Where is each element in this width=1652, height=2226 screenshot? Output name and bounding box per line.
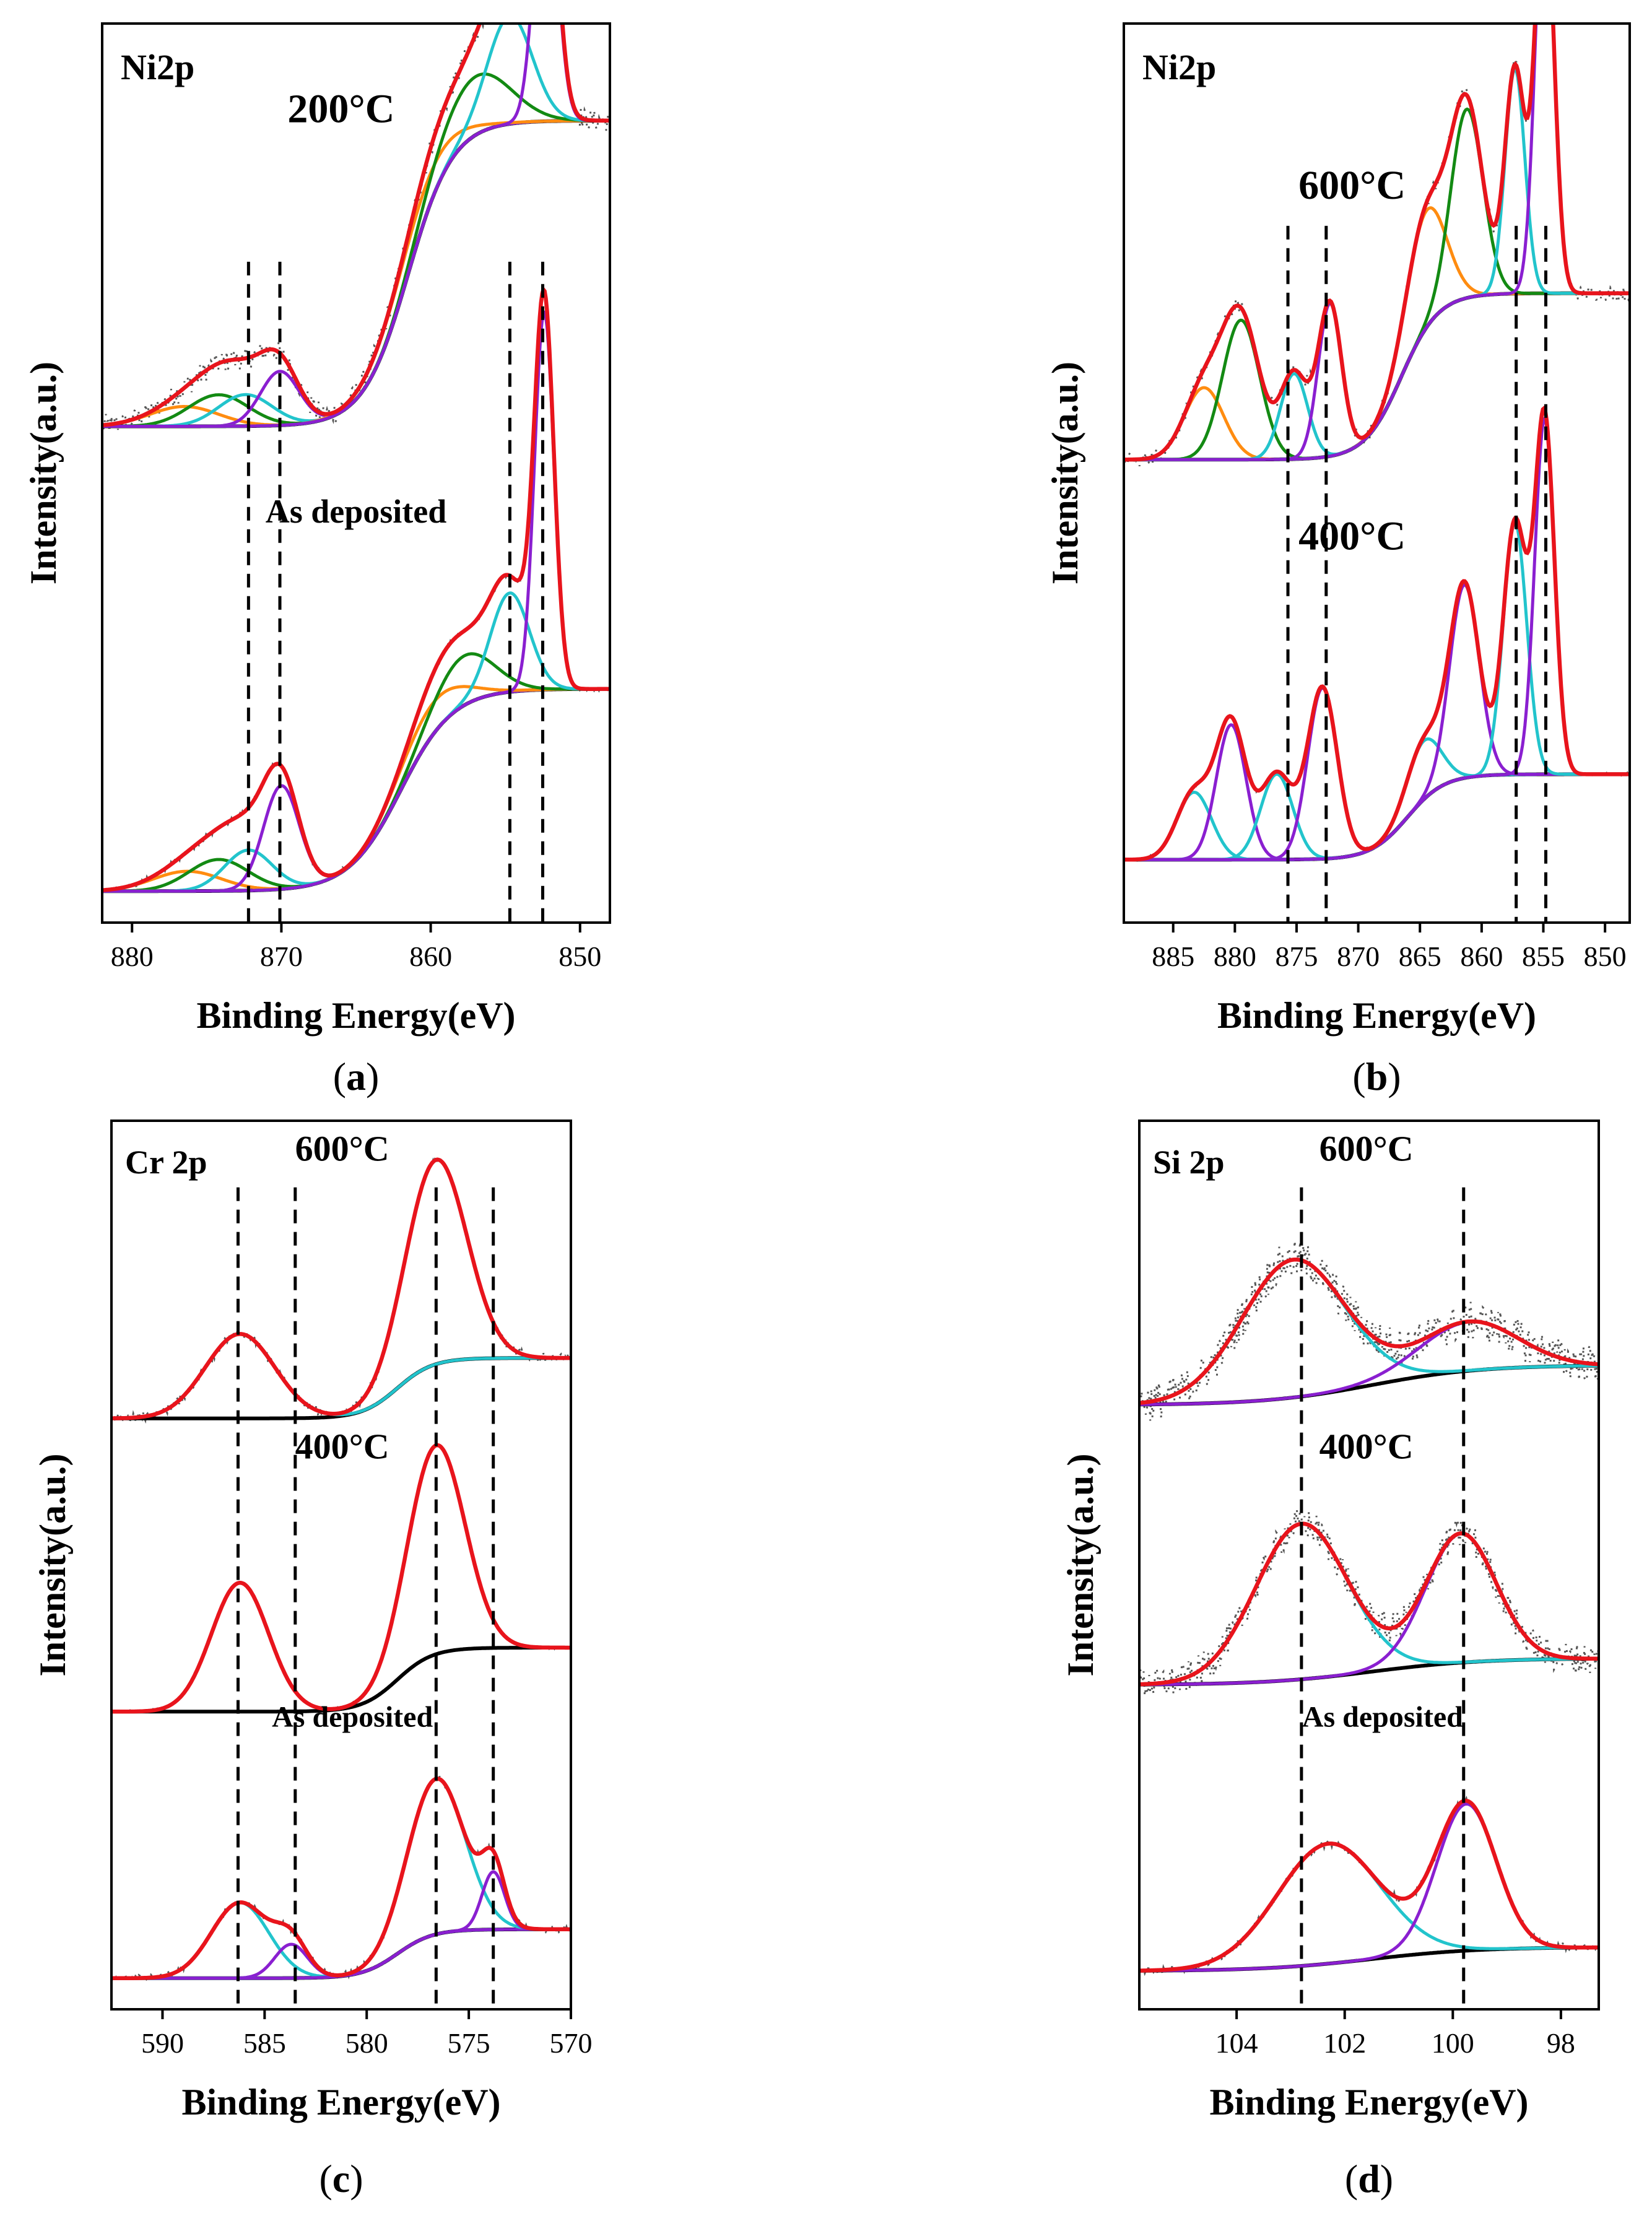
annotation-b-1: 400°C xyxy=(1298,513,1406,559)
x-axis-label-c: Binding Energy(eV) xyxy=(181,2082,500,2123)
envelope-d-2 xyxy=(1139,1798,1599,1973)
x-tick-label-a-2: 860 xyxy=(409,941,452,972)
panel-c: 590 585 580 575 570 Cr 2p 600°C 400°C As deposit… xyxy=(32,1120,593,2201)
panel-title-d: Si 2p xyxy=(1153,1144,1225,1181)
annotation-c-0: 600°C xyxy=(295,1129,389,1169)
axes-frame-d xyxy=(1138,1120,1600,2011)
x-tick-label-b-5: 860 xyxy=(1460,941,1503,972)
x-tick-label-b-7: 850 xyxy=(1584,941,1627,972)
series-a-1 xyxy=(102,285,610,894)
x-axis-label-b: Binding Energy(eV) xyxy=(1217,995,1536,1036)
annotation-d-0: 600°C xyxy=(1319,1129,1414,1169)
panel-d: 104 102 100 98 Si 2p 600°C 400°C As deposited Bi… xyxy=(1060,1120,1600,2201)
panel-label-a: (a) xyxy=(333,1054,380,1098)
panel-label-b: (b) xyxy=(1352,1054,1401,1098)
envelope-c-2 xyxy=(111,1776,571,1981)
component-a-0-7 xyxy=(102,24,610,428)
panel-b: 885 880 875 870 865 860 855 850 Ni2p 600°C 400°C Bi… xyxy=(1045,22,1631,1098)
x-tick-label-a-3: 850 xyxy=(559,941,601,972)
series-a-0 xyxy=(102,24,610,432)
panel-title-a: Ni2p xyxy=(121,47,194,87)
axes-frame-a xyxy=(101,22,611,924)
x-tick-label-c-3: 575 xyxy=(448,2027,490,2059)
panel-a: 880 870 860 850 Ni2p 200°C As deposited Binding… xyxy=(23,22,611,1098)
series-b-0 xyxy=(1124,24,1630,467)
envelope-b-0 xyxy=(1124,24,1630,462)
x-tick-label-d-0: 104 xyxy=(1215,2027,1258,2059)
plot-area-c xyxy=(111,1155,571,2009)
x-axis-label-d: Binding Energy(eV) xyxy=(1209,2082,1528,2123)
x-tick-label-c-4: 570 xyxy=(550,2027,593,2059)
envelope-a-1 xyxy=(102,285,610,892)
plot-area-a xyxy=(102,24,610,923)
x-tick-label-b-1: 880 xyxy=(1214,941,1256,972)
panel-title-c: Cr 2p xyxy=(125,1144,207,1181)
x-tick-label-a-1: 870 xyxy=(260,941,303,972)
x-tick-label-d-1: 102 xyxy=(1323,2027,1366,2059)
x-tick-label-d-2: 100 xyxy=(1432,2027,1474,2059)
annotation-c-2: As deposited xyxy=(272,1701,433,1734)
raw-data-d-1 xyxy=(1139,1509,1599,1697)
x-tick-label-b-4: 865 xyxy=(1399,941,1441,972)
panel-title-b: Ni2p xyxy=(1142,47,1216,87)
x-tick-label-b-2: 875 xyxy=(1275,941,1318,972)
annotation-a-0: 200°C xyxy=(287,87,394,132)
x-tick-label-a-0: 880 xyxy=(111,941,154,972)
x-tick-label-c-0: 590 xyxy=(141,2027,184,2059)
annotation-c-1: 400°C xyxy=(295,1426,389,1466)
axes-frame-c xyxy=(110,1120,572,2011)
annotation-a-1: As deposited xyxy=(266,493,447,530)
plot-area-b xyxy=(1124,24,1630,923)
envelope-d-1 xyxy=(1139,1521,1599,1687)
panel-label-c: (c) xyxy=(319,2157,363,2201)
x-tick-label-d-3: 98 xyxy=(1547,2027,1575,2059)
annotation-b-0: 600°C xyxy=(1298,163,1406,208)
plot-area-d xyxy=(1139,1187,1599,2009)
x-tick-label-c-2: 580 xyxy=(346,2027,388,2059)
x-axis-label-a: Binding Energy(eV) xyxy=(196,995,515,1036)
annotation-d-2: As deposited xyxy=(1302,1701,1463,1734)
x-tick-label-b-3: 870 xyxy=(1337,941,1380,972)
y-axis-label-b: Intensity(a.u.) xyxy=(1045,362,1085,585)
series-d-0 xyxy=(1139,1240,1599,1421)
y-axis-label-a: Intensity(a.u.) xyxy=(23,362,64,585)
y-axis-label-d: Intensity(a.u.) xyxy=(1060,1453,1101,1676)
component-b-0-7 xyxy=(1124,24,1630,461)
x-tick-label-b-0: 885 xyxy=(1152,941,1194,972)
panel-label-d: (d) xyxy=(1345,2157,1393,2201)
x-tick-label-c-1: 585 xyxy=(243,2027,286,2059)
y-axis-label-c: Intensity(a.u.) xyxy=(32,1453,73,1676)
envelope-d-0 xyxy=(1139,1257,1599,1406)
series-d-1 xyxy=(1139,1509,1599,1697)
envelope-a-0 xyxy=(102,24,610,427)
series-d-2 xyxy=(1139,1794,1599,1977)
annotation-d-1: 400°C xyxy=(1319,1426,1414,1466)
axes-frame-b xyxy=(1123,22,1631,924)
x-tick-label-b-6: 855 xyxy=(1522,941,1565,972)
